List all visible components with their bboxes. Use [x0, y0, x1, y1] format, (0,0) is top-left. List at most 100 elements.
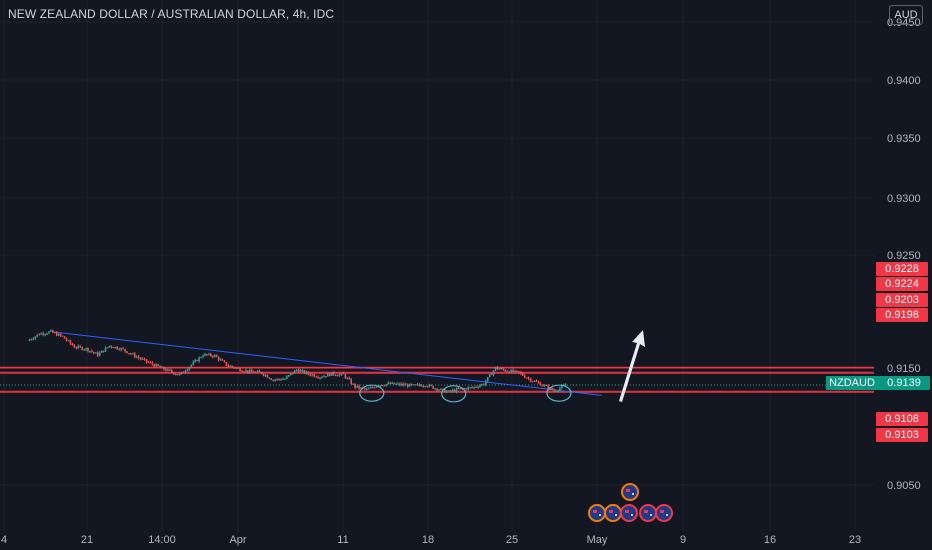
candle-body — [383, 385, 386, 387]
candle-body — [258, 371, 261, 373]
candle-body — [467, 387, 470, 390]
candle-body — [250, 370, 253, 372]
x-tick-label: 18 — [422, 534, 434, 546]
candle-body — [399, 383, 401, 386]
candle-body — [73, 345, 76, 348]
candle-body — [543, 385, 546, 387]
candle-body — [477, 387, 479, 389]
x-tick-label: 11 — [337, 534, 348, 546]
candle-body — [551, 387, 553, 390]
candle-body — [93, 351, 95, 353]
candle-body — [196, 360, 198, 362]
candle-body — [94, 352, 97, 354]
candle-body — [516, 370, 518, 372]
current-price-label: 0.9139 — [878, 376, 930, 390]
candle-body — [512, 369, 514, 372]
candle-body — [163, 366, 165, 370]
candle-body — [410, 383, 413, 385]
candle-body — [215, 355, 218, 357]
event-flag-mark — [626, 489, 630, 492]
economic-events[interactable] — [588, 483, 673, 522]
candle-body — [110, 345, 113, 348]
candle-body — [63, 336, 66, 339]
candle-body — [453, 389, 456, 392]
support-ellipse-1 — [441, 385, 467, 403]
candle-body — [157, 364, 159, 367]
horizontal-levels — [0, 366, 874, 393]
candle-body — [309, 374, 312, 376]
candle-body — [118, 349, 120, 351]
time-axis[interactable]: 4 21 14:00 Apr 11 18 25 May 9 16 23 — [1, 534, 861, 546]
level-label-1: 0.9224 — [876, 277, 928, 291]
candle-body — [334, 374, 337, 376]
candle-body — [169, 369, 171, 371]
candle-body — [496, 366, 499, 369]
candle-body — [438, 389, 440, 391]
candle-body — [67, 340, 70, 342]
candle-body — [161, 366, 163, 368]
candle-body — [498, 368, 501, 370]
candle-body — [280, 379, 282, 381]
candle-body — [147, 361, 150, 363]
currency-button[interactable]: AUD — [889, 5, 923, 25]
candle-body — [34, 336, 37, 339]
candle-body — [412, 384, 415, 386]
trendline[interactable] — [51, 331, 602, 396]
candle-body — [465, 388, 468, 390]
y-tick-label: 0.9300 — [887, 193, 921, 205]
candle-body — [159, 366, 161, 368]
candle-body — [436, 388, 438, 391]
candle-body — [229, 365, 232, 367]
candle-body — [28, 339, 31, 341]
candle-body — [213, 355, 216, 357]
candle-body — [71, 343, 74, 346]
candle-body — [481, 384, 483, 386]
candle-body — [459, 387, 462, 389]
candle-body — [104, 347, 107, 352]
candle-body — [463, 388, 466, 390]
candle-body — [311, 374, 314, 376]
candle-body — [445, 391, 448, 393]
candle-body — [327, 373, 329, 377]
candle-body — [451, 389, 454, 392]
candle-body — [151, 362, 154, 365]
candle-body — [52, 330, 54, 333]
candle-body — [288, 375, 290, 377]
x-tick-label: 25 — [506, 534, 518, 546]
candle-body — [100, 350, 103, 353]
candle-body — [301, 370, 304, 372]
candle-body — [379, 385, 382, 387]
candle-body — [245, 370, 247, 372]
candle-body — [555, 390, 557, 392]
candle-body — [190, 364, 193, 367]
candle-body — [332, 372, 335, 375]
candle-body — [225, 362, 228, 366]
candle-body — [239, 368, 241, 371]
candle-body — [155, 364, 158, 367]
candle-body — [132, 353, 134, 355]
candle-body — [430, 384, 432, 386]
price-axis[interactable]: 0.9450 0.9400 0.9350 0.9300 0.9250 0.9150 0.90… — [887, 17, 921, 492]
candle-body — [243, 371, 245, 373]
candle-body — [315, 376, 317, 378]
candle-body — [518, 371, 520, 373]
candle-body — [55, 332, 58, 336]
candle-body — [217, 356, 220, 360]
candle-body — [539, 382, 542, 386]
y-tick-label: 0.9350 — [887, 133, 921, 145]
candle-body — [188, 366, 191, 370]
candle-body — [141, 358, 144, 360]
candle-body — [375, 386, 378, 388]
candle-body — [61, 335, 64, 337]
candle-body — [122, 348, 124, 350]
candle-body — [483, 384, 485, 386]
candle-body — [264, 375, 267, 377]
event-flag-icon — [604, 504, 622, 522]
candle-body — [444, 388, 446, 393]
candle-body — [149, 362, 152, 364]
annotations[interactable] — [359, 330, 645, 403]
candle-body — [381, 385, 384, 387]
candle-body — [153, 364, 156, 367]
candle-body — [204, 354, 206, 356]
